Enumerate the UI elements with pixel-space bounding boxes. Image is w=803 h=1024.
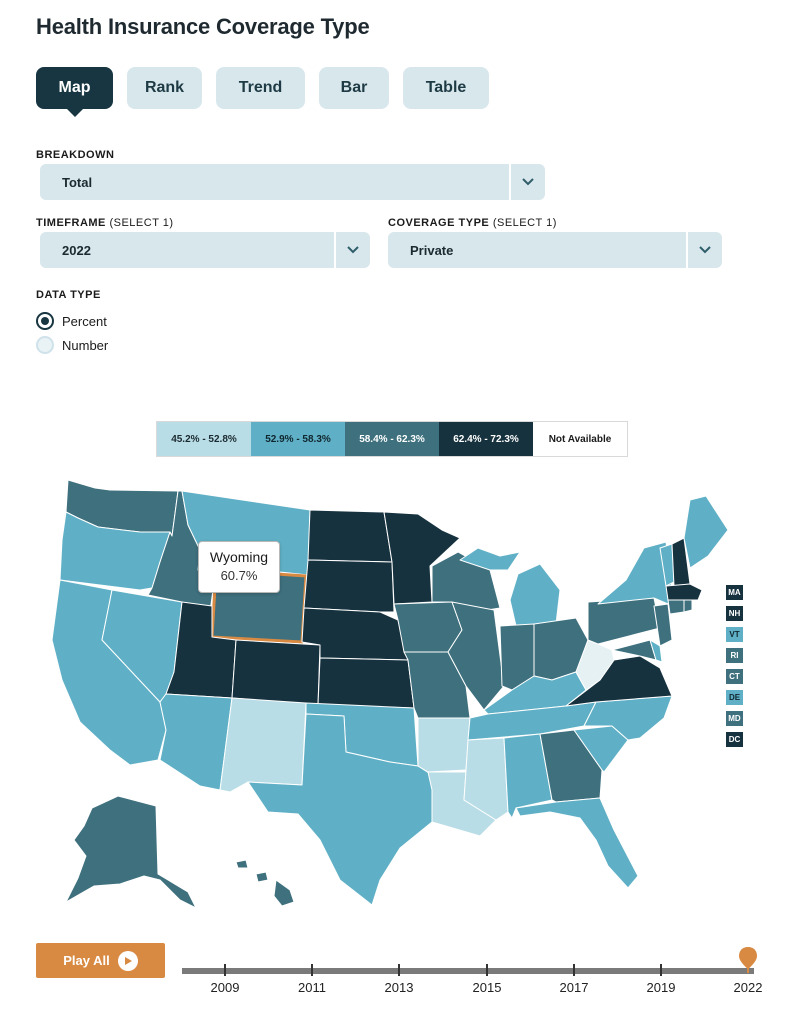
coverage-type-select[interactable]: Private	[388, 232, 722, 268]
state-il[interactable]	[447, 601, 505, 711]
timeline-tick	[573, 964, 575, 976]
timeline-year[interactable]: 2015	[472, 980, 502, 995]
small-state-vt[interactable]: VT	[725, 626, 744, 643]
coverage-type-value: Private	[410, 242, 454, 258]
state-hi-maui[interactable]	[255, 871, 269, 883]
play-all-button[interactable]: Play All	[36, 943, 165, 978]
radio-percent[interactable]: Percent	[36, 312, 107, 330]
timeline-tick	[398, 964, 400, 976]
tab-table[interactable]: Table	[403, 67, 489, 109]
state-hi-oahu[interactable]	[235, 859, 249, 869]
radio-number[interactable]: Number	[36, 336, 108, 354]
state-ar[interactable]	[417, 717, 471, 773]
state-mi-upper[interactable]	[459, 547, 521, 571]
timeframe-value: 2022	[62, 242, 91, 258]
timeline-year[interactable]: 2009	[210, 980, 240, 995]
state-tx[interactable]	[247, 713, 433, 906]
state-sc[interactable]	[573, 725, 629, 773]
timeline-year[interactable]: 2017	[559, 980, 589, 995]
tab-rank[interactable]: Rank	[127, 67, 202, 109]
page-title: Health Insurance Coverage Type	[36, 14, 370, 39]
state-ia[interactable]	[393, 601, 463, 653]
chevron-down-icon	[686, 232, 722, 268]
play-icon	[117, 950, 138, 971]
small-state-md[interactable]: MD	[725, 710, 744, 727]
data-type-label: DATA TYPE	[36, 289, 101, 301]
breakdown-value: Total	[62, 174, 93, 190]
radio-selected-icon	[36, 312, 54, 330]
coverage-type-label: COVERAGE TYPE (SELECT 1)	[388, 217, 557, 229]
small-state-de[interactable]: DE	[725, 689, 744, 706]
legend-item: 58.4% - 62.3%	[345, 422, 439, 456]
timeframe-select[interactable]: 2022	[40, 232, 370, 268]
timeline-marker-icon[interactable]	[738, 947, 758, 973]
state-nm[interactable]	[219, 697, 307, 793]
small-state-ct[interactable]: CT	[725, 668, 744, 685]
timeline-year[interactable]: 2013	[384, 980, 414, 995]
map-tooltip: Wyoming 60.7%	[198, 541, 280, 593]
state-sd[interactable]	[303, 559, 395, 613]
state-nj[interactable]	[653, 603, 673, 647]
state-ct[interactable]	[667, 599, 685, 615]
small-state-dc[interactable]: DC	[725, 731, 744, 748]
state-hi[interactable]	[273, 879, 295, 907]
map-legend: 45.2% - 52.8% 52.9% - 58.3% 58.4% - 62.3…	[156, 421, 628, 457]
state-me[interactable]	[683, 495, 729, 569]
radio-unselected-icon	[36, 336, 54, 354]
legend-item: 52.9% - 58.3%	[251, 422, 345, 456]
state-ak[interactable]	[65, 795, 197, 909]
state-ma[interactable]	[665, 583, 703, 601]
state-pa[interactable]	[587, 597, 661, 645]
tooltip-state: Wyoming	[209, 549, 269, 565]
breakdown-label: BREAKDOWN	[36, 149, 115, 161]
small-state-ma[interactable]: MA	[725, 584, 744, 601]
tab-map[interactable]: Map	[36, 67, 113, 117]
state-mn[interactable]	[383, 511, 461, 605]
chevron-down-icon	[334, 232, 370, 268]
timeline-year[interactable]: 2011	[298, 980, 326, 995]
radio-percent-label: Percent	[62, 313, 107, 329]
timeline-tick	[224, 964, 226, 976]
small-state-ri[interactable]: RI	[725, 647, 744, 664]
play-all-label: Play All	[63, 953, 110, 968]
breakdown-select[interactable]: Total	[40, 164, 545, 200]
state-co[interactable]	[231, 639, 321, 706]
tab-trend[interactable]: Trend	[216, 67, 305, 109]
tab-bar[interactable]: Bar	[319, 67, 389, 109]
timeline-track[interactable]	[182, 968, 754, 974]
legend-item: 62.4% - 72.3%	[439, 422, 533, 456]
tooltip-value: 60.7%	[220, 568, 258, 583]
timeline-year[interactable]: 2019	[646, 980, 676, 995]
legend-item: 45.2% - 52.8%	[157, 422, 251, 456]
small-state-nh[interactable]: NH	[725, 605, 744, 622]
timeline-tick	[486, 964, 488, 976]
state-mi[interactable]	[509, 563, 561, 627]
view-tabs: Map Rank Trend Bar Table	[36, 67, 489, 117]
radio-number-label: Number	[62, 337, 109, 353]
timeline-tick	[660, 964, 662, 976]
state-nd[interactable]	[307, 509, 393, 563]
state-az[interactable]	[159, 693, 233, 791]
chevron-down-icon	[509, 164, 545, 200]
state-ri[interactable]	[683, 599, 693, 613]
timeline-year[interactable]: 2022	[733, 980, 763, 995]
legend-item: Not Available	[533, 422, 627, 456]
state-de[interactable]	[649, 639, 663, 663]
state-fl[interactable]	[515, 797, 639, 889]
timeline-tick	[311, 964, 313, 976]
timeframe-label: TIMEFRAME (SELECT 1)	[36, 217, 174, 229]
state-ks[interactable]	[317, 657, 415, 709]
